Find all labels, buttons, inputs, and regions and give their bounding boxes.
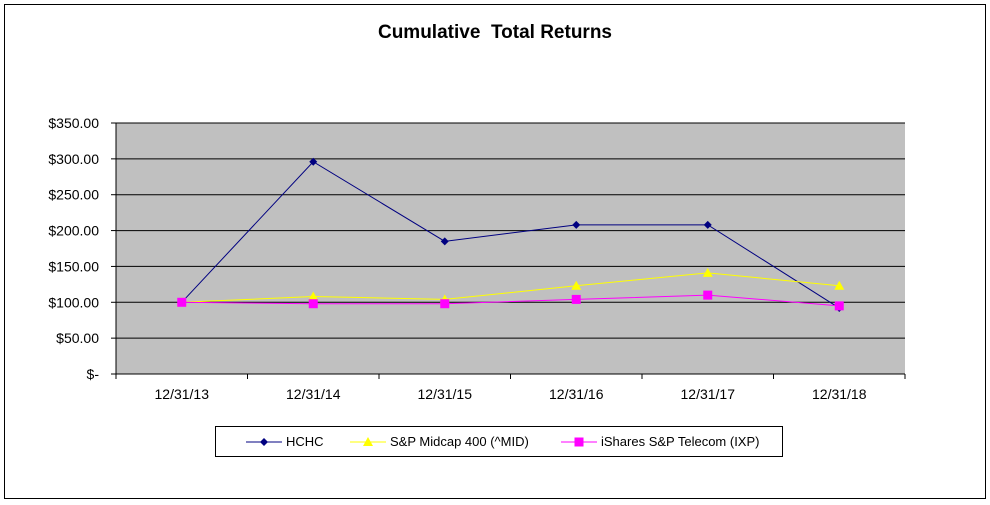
y-tick-label: $50.00 [56, 330, 99, 346]
axes [111, 122, 906, 379]
data-point [703, 290, 713, 300]
y-tick-label: $250.00 [48, 187, 99, 203]
x-tick-label: 12/31/15 [418, 386, 473, 402]
y-axis-labels: $- $50.00 $100.00 $150.00 $200.00 $250.00 $300… [48, 115, 99, 382]
plot-area [116, 123, 905, 374]
data-point [571, 294, 581, 304]
data-point [702, 267, 713, 277]
legend-item-ishares-telecom: iShares S&P Telecom (IXP) [561, 427, 759, 456]
data-point [177, 297, 187, 307]
y-tick-label: $200.00 [48, 223, 99, 239]
data-point [703, 220, 712, 229]
series-group [176, 157, 845, 313]
legend-swatch-ishares-telecom [561, 437, 597, 446]
y-tick-label: $100.00 [48, 294, 99, 310]
data-point [308, 291, 319, 301]
triangle-marker-icon [363, 436, 373, 446]
data-point [309, 157, 318, 166]
data-point [440, 237, 449, 246]
x-tick-label: 12/31/13 [155, 386, 210, 402]
y-tick-label: $350.00 [48, 115, 99, 131]
series-ishares-s-p-telecom-ixp [177, 290, 844, 311]
y-tick-label: $150.00 [48, 258, 99, 274]
legend-swatch-sp-midcap [350, 436, 386, 446]
legend-swatch-hchc [246, 437, 282, 446]
y-tick-label: $- [87, 366, 100, 382]
x-axis-labels: 12/31/13 12/31/14 12/31/15 12/31/16 12/31/17… [155, 386, 867, 402]
legend-item-sp-midcap: S&P Midcap 400 (^MID) [350, 427, 529, 456]
data-point [440, 299, 450, 309]
series-line-hchc [181, 161, 840, 309]
diamond-marker-icon [260, 437, 268, 446]
series-line-ishares-s-p-telecom-ixp [181, 294, 840, 307]
chart-title: Cumulative Total Returns [377, 22, 612, 43]
data-point [834, 301, 844, 311]
x-tick-label: 12/31/17 [681, 386, 736, 402]
y-tick-label: $300.00 [48, 151, 99, 167]
data-point [572, 220, 581, 229]
legend: HCHC S&P Midcap 400 (^MID) iShares S&P T… [215, 426, 783, 457]
square-marker-icon [574, 437, 584, 446]
x-tick-label: 12/31/18 [812, 386, 867, 402]
x-tick-label: 12/31/14 [286, 386, 341, 402]
series-line-s-p-midcap-400-mid [181, 272, 840, 303]
data-point [834, 280, 845, 290]
data-point [308, 299, 318, 309]
legend-label-ishares-telecom: iShares S&P Telecom (IXP) [601, 434, 760, 449]
legend-label-hchc: HCHC [286, 434, 324, 449]
legend-item-hchc: HCHC [246, 427, 324, 456]
legend-label-sp-midcap: S&P Midcap 400 (^MID) [390, 434, 529, 449]
x-tick-label: 12/31/16 [549, 386, 604, 402]
data-point [571, 280, 582, 290]
